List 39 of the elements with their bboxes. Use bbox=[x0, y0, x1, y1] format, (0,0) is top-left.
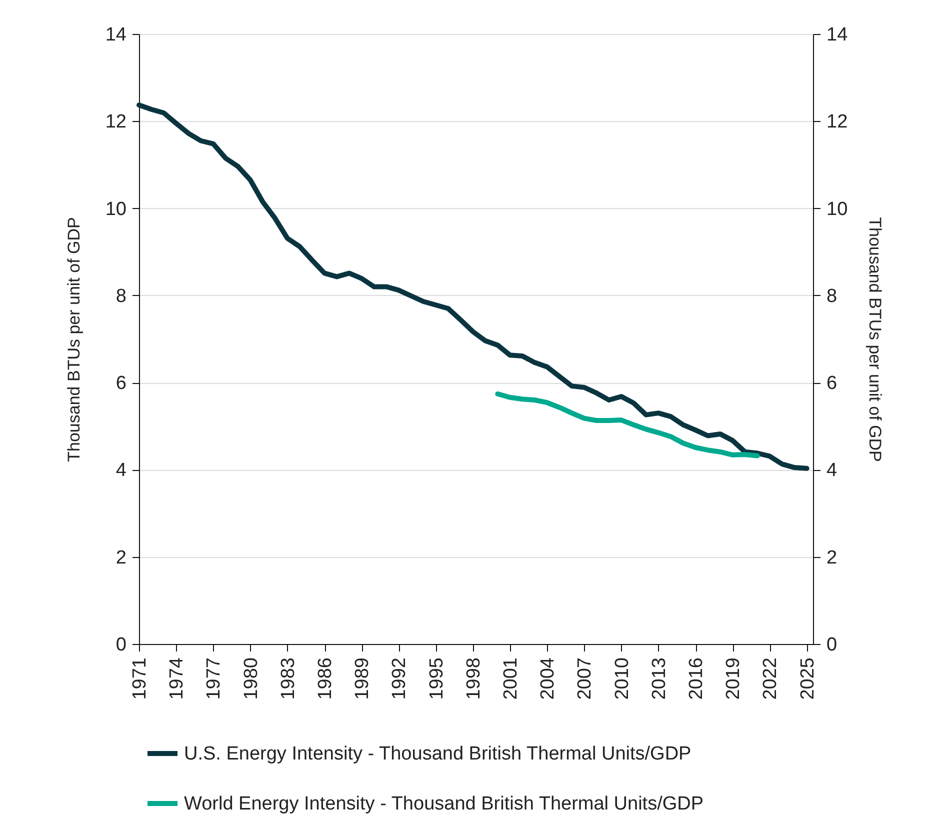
x-tick-label: 2013 bbox=[648, 658, 670, 700]
x-tick-label: 2016 bbox=[686, 658, 708, 700]
x-tick-label: 2001 bbox=[500, 658, 522, 700]
y-tick-label: 4 bbox=[116, 460, 127, 482]
y2-tick-label: 4 bbox=[826, 460, 838, 482]
y-tick-label: 10 bbox=[105, 198, 126, 220]
x-tick-label: 2019 bbox=[723, 658, 744, 700]
y2-tick-label: 6 bbox=[826, 373, 838, 394]
x-tick-label: 2007 bbox=[574, 658, 596, 700]
y-tick-label: 0 bbox=[116, 634, 126, 656]
y-tick-label: 6 bbox=[116, 373, 126, 394]
x-tick-label: 1998 bbox=[463, 658, 484, 700]
y2-tick-label: 8 bbox=[826, 286, 838, 307]
y2-tick-label: 14 bbox=[826, 24, 848, 46]
x-tick-label: 2022 bbox=[760, 658, 782, 700]
y2-tick-label: 2 bbox=[826, 547, 838, 568]
y2-tick-label: 12 bbox=[826, 112, 848, 133]
y-tick-label: 8 bbox=[116, 286, 126, 307]
x-tick-label: 2010 bbox=[612, 658, 633, 700]
y-tick-label: 14 bbox=[105, 24, 127, 46]
y2-axis-title: Thousand BTUs per unit of GDP bbox=[866, 217, 885, 462]
y-tick-label: 12 bbox=[105, 112, 126, 133]
x-tick-label: 1980 bbox=[240, 658, 262, 700]
legend-label: U.S. Energy Intensity - Thousand British Thermal Units/GDP bbox=[184, 744, 692, 764]
x-tick-label: 2004 bbox=[538, 657, 559, 700]
x-tick-label: 1992 bbox=[389, 658, 410, 700]
y-tick-label: 2 bbox=[116, 547, 126, 568]
y-axis-title: Thousand BTUs per unit of GDP bbox=[64, 217, 84, 462]
x-tick-label: 2025 bbox=[797, 658, 818, 700]
y2-tick-label: 10 bbox=[826, 198, 848, 220]
x-tick-label: 1983 bbox=[278, 658, 299, 700]
y2-tick-label: 0 bbox=[826, 634, 838, 656]
x-tick-label: 1986 bbox=[315, 658, 336, 700]
x-tick-label: 1974 bbox=[166, 657, 188, 700]
x-tick-label: 1977 bbox=[204, 658, 225, 700]
legend-label: World Energy Intensity - Thousand British Thermal Units/GDP bbox=[184, 794, 704, 814]
x-tick-label: 1971 bbox=[130, 658, 150, 700]
x-tick-label: 1995 bbox=[426, 658, 448, 700]
x-tick-label: 1989 bbox=[352, 658, 374, 700]
